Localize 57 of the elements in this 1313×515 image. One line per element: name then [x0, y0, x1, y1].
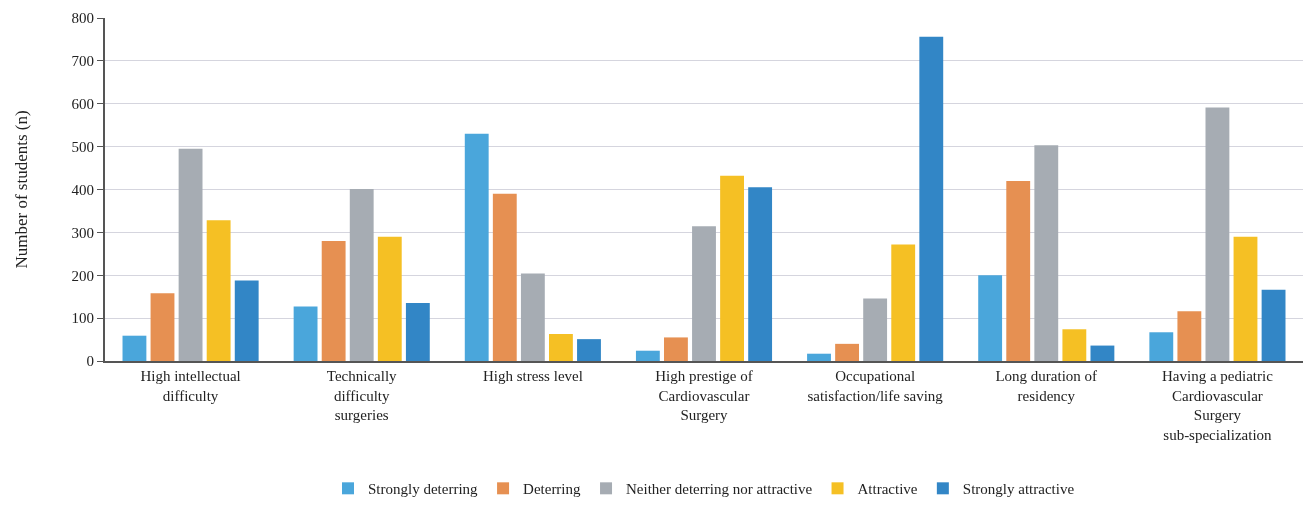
bar	[919, 36, 944, 361]
legend-label: Deterring	[523, 481, 582, 498]
y-tick-label: 700	[71, 53, 94, 70]
bar	[178, 148, 203, 361]
bar	[748, 187, 773, 361]
legend-label: Strongly deterring	[368, 481, 479, 498]
bar	[349, 189, 374, 361]
bar	[377, 236, 402, 361]
x-tick-label: Technically difficulty surgeries	[326, 368, 398, 423]
bar	[549, 333, 573, 361]
y-axis-title: Number of students (n)	[11, 110, 31, 269]
x-tick-label: High intellectual difficulty	[140, 368, 241, 404]
x-tick-label: High prestige of Cardiovascular Surgery	[655, 368, 753, 423]
bar	[321, 240, 346, 361]
y-tick-label: 500	[71, 138, 94, 155]
bar	[1034, 145, 1059, 361]
legend-label: Neither deterring nor attractive	[626, 481, 813, 498]
y-tick-label: 400	[71, 181, 94, 198]
bar	[1261, 289, 1286, 361]
bar	[577, 339, 601, 361]
bar	[1149, 332, 1174, 361]
legend-label: Attractive	[857, 481, 918, 498]
bar	[863, 298, 888, 361]
bar	[234, 280, 259, 361]
bar	[1233, 236, 1258, 361]
y-tick-label: 300	[71, 224, 94, 241]
y-tick-label: 600	[71, 96, 94, 112]
bar	[635, 350, 660, 361]
bar	[835, 343, 859, 361]
bar	[664, 337, 688, 361]
bar	[405, 303, 430, 361]
bar	[150, 293, 175, 361]
x-tick-label: Long duration of residency	[995, 368, 1098, 404]
bar	[492, 193, 517, 361]
bar	[1090, 345, 1115, 361]
bar	[464, 133, 489, 361]
bar	[206, 220, 231, 361]
bar	[720, 175, 744, 361]
bar	[1062, 329, 1087, 361]
bar	[692, 226, 716, 361]
x-tick-label: High stress level	[482, 368, 583, 384]
bar	[122, 335, 147, 361]
y-tick-label: 800	[71, 10, 94, 27]
bar	[1205, 107, 1230, 361]
bar	[1177, 311, 1202, 361]
bar	[520, 273, 545, 361]
y-tick-label: 0	[86, 353, 94, 370]
x-tick-label: Occupational satisfaction/life saving	[807, 368, 944, 404]
bar	[978, 275, 1003, 361]
bar	[1006, 180, 1031, 361]
y-tick-label: 100	[71, 310, 94, 327]
legend-label: Strongly attractive	[962, 481, 1075, 498]
x-tick-label: Having a pediatric Cardiovascular Surgery sub-specialization	[1162, 368, 1274, 443]
y-tick-label: 200	[71, 267, 94, 284]
bar	[293, 306, 318, 361]
bar	[891, 244, 916, 361]
bar	[807, 353, 831, 361]
